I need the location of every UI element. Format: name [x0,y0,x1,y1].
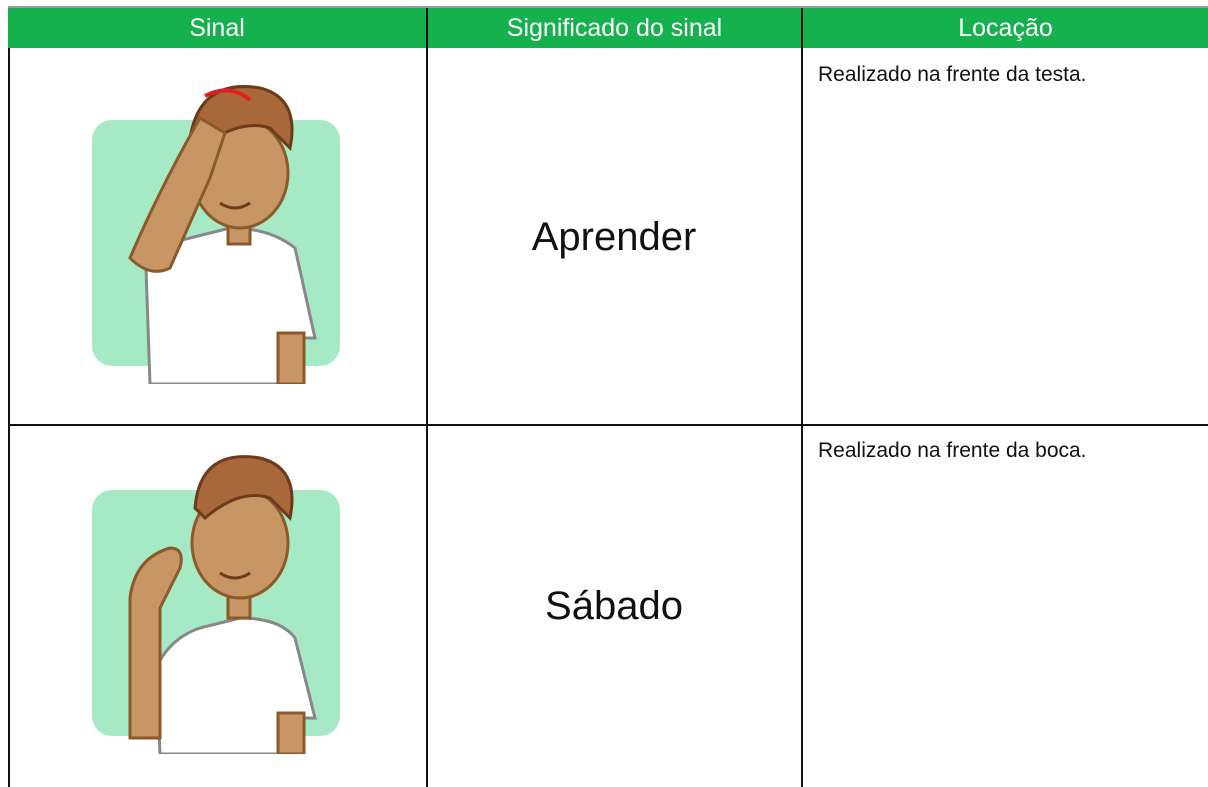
location: Realizado na frente da testa. [818,63,1087,86]
border [8,48,10,787]
border [8,424,1208,426]
border [426,8,428,787]
top-border [8,6,1208,8]
location: Realizado na frente da boca. [818,439,1087,462]
meaning: Sábado [545,584,683,628]
header-cell: Sinal [8,8,426,48]
header-cell: Locação [803,8,1208,48]
sign-illustration [92,85,340,384]
border [801,8,803,787]
header-cell: Significado do sinal [428,8,801,48]
meaning: Aprender [531,214,697,259]
sign-illustration [92,455,340,754]
